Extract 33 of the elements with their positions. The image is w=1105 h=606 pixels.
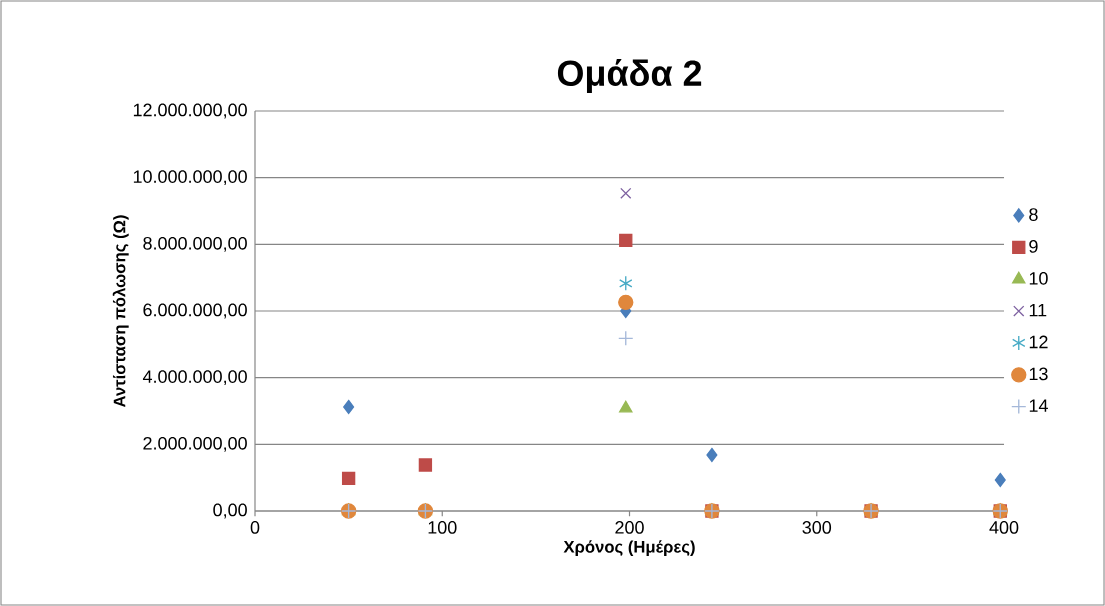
legend-label: 14 [1029,399,1048,412]
point [619,233,633,247]
y-tick-label: 10.000.000,00 [133,170,247,186]
point [619,275,633,291]
point [620,187,632,199]
legend-label: 8 [1029,208,1038,221]
y-tick-label: 8.000.000,00 [143,236,247,252]
x-tick-label: 0 [250,521,260,534]
y-tick-label: 6.000.000,00 [143,303,247,319]
point [994,472,1006,488]
y-tick-label: 2.000.000,00 [143,436,247,452]
legend-label: 11 [1029,303,1047,317]
legend-label: 9 [1029,240,1038,253]
point [618,294,634,310]
legend-label: 10 [1029,272,1048,285]
point [341,471,356,485]
point [343,399,355,415]
legend-label: 13 [1029,367,1048,381]
point [618,330,634,346]
legend-label: 12 [1029,335,1048,349]
x-tick-label: 200 [615,521,644,534]
y-tick-label: 12.000.000,00 [133,103,247,119]
point [418,458,433,472]
chart-title: Ομάδα 2 [557,59,702,93]
y-tick-label: 0,00 [213,503,247,519]
point [706,447,718,463]
x-tick-label: 100 [428,521,457,534]
y-axis-title: Αντίσταση πόλωσης (Ω) [112,215,129,408]
x-tick-label: 400 [989,521,1019,534]
x-axis-title: Χρόνος (Ημέρες) [563,540,695,556]
x-tick-label: 300 [802,521,832,534]
y-tick-label: 4.000.000,00 [142,370,247,386]
point [619,400,633,413]
